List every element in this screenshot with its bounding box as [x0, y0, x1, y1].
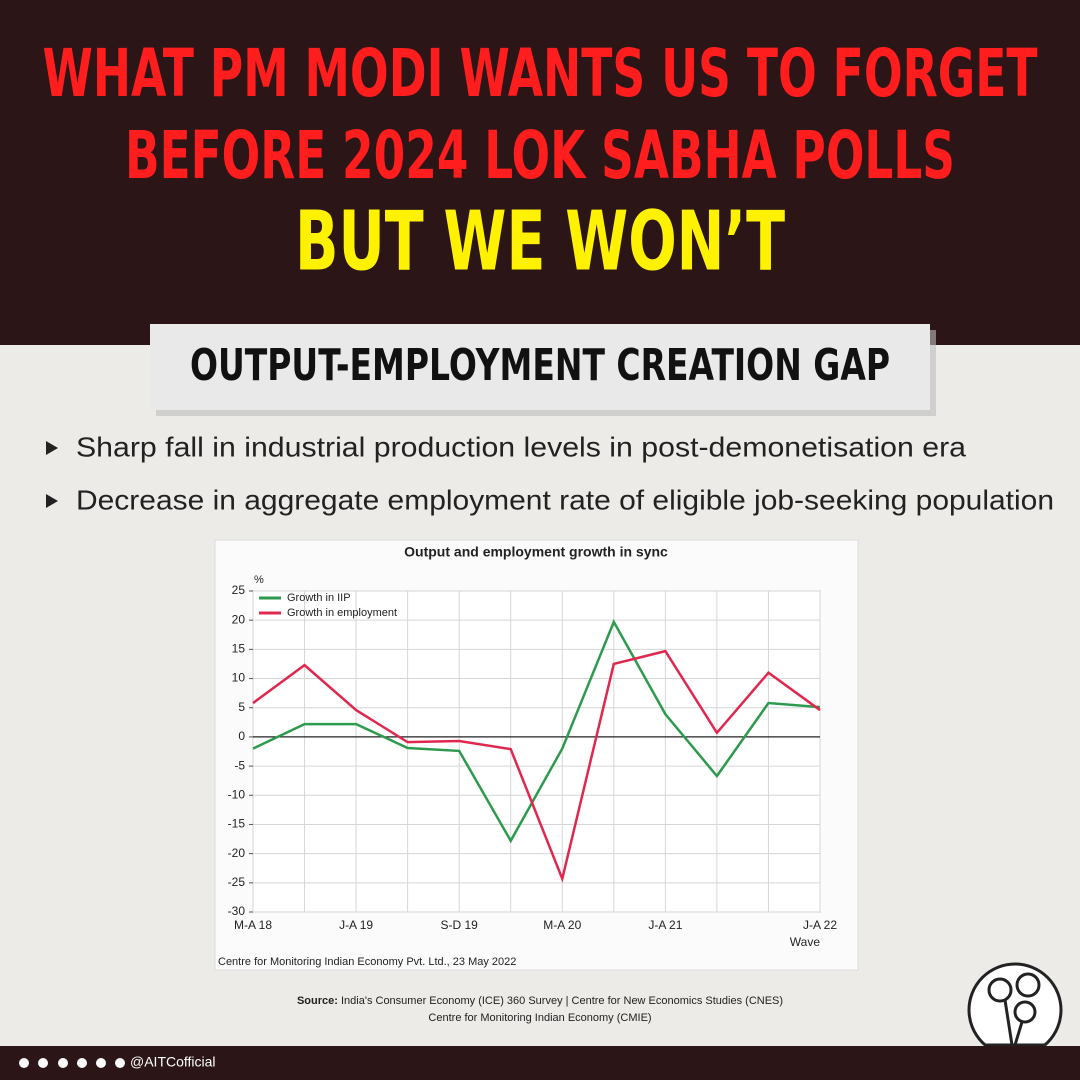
bullet-icon [46, 494, 58, 508]
section-box [150, 324, 930, 410]
chart-title: Output and employment growth in sync [404, 544, 668, 560]
legend-label: Growth in employment [287, 607, 397, 619]
headline: WHAT PM MODI WANTS US TO FORGET [43, 35, 1038, 112]
legend-label: Growth in IIP [287, 592, 351, 604]
x-tick-label: J-A 21 [648, 918, 682, 932]
plot-area [252, 590, 821, 913]
headline: BEFORE 2024 LOK SABHA POLLS [125, 117, 955, 194]
bullet: Sharp fall in industrial production leve… [76, 431, 966, 462]
y-tick-label: 25 [232, 583, 246, 597]
y-unit: % [254, 574, 264, 586]
x-tick-label: J-A 22 [803, 918, 837, 932]
footer-handle: @AITCofficial [130, 1054, 216, 1070]
y-tick-label: -15 [228, 817, 246, 831]
y-tick-label: -25 [228, 875, 246, 889]
y-tick-label: -20 [228, 846, 246, 860]
x-tick-label: M-A 20 [543, 918, 581, 932]
x-tick-label: M-A 18 [234, 918, 272, 932]
y-tick-label: 15 [232, 642, 246, 656]
x-tick-label: J-A 19 [339, 918, 373, 932]
source-line: Centre for Monitoring Indian Economy (CM… [428, 1012, 651, 1024]
y-tick-label: 0 [238, 729, 245, 743]
headline: BUT WE WON’T [295, 194, 785, 289]
source-line: India's Consumer Economy (ICE) 360 Surve… [341, 995, 783, 1007]
source-label: Source: [297, 995, 338, 1007]
y-tick-label: 20 [232, 612, 246, 626]
footer-band [0, 1046, 1080, 1080]
y-tick-label: 10 [232, 671, 246, 685]
bullet: Decrease in aggregate employment rate of… [76, 484, 1054, 515]
y-tick-label: 5 [238, 700, 245, 714]
x-axis-label: Wave [790, 935, 821, 949]
social-icons [19, 1058, 125, 1068]
source: Source: India's Consumer Economy (ICE) 3… [297, 995, 783, 1007]
y-tick-label: -30 [228, 904, 246, 918]
x-tick-label: S-D 19 [441, 918, 479, 932]
section-title: OUTPUT-EMPLOYMENT CREATION GAP [190, 340, 890, 391]
series-line [252, 619, 821, 844]
header-band [0, 0, 1080, 345]
y-tick-label: -5 [234, 758, 245, 772]
series-line [252, 649, 821, 883]
y-tick-label: -10 [228, 787, 246, 801]
chart-caption: Centre for Monitoring Indian Economy Pvt… [218, 956, 516, 968]
bullet-icon [46, 441, 58, 455]
logo [967, 962, 1063, 1058]
